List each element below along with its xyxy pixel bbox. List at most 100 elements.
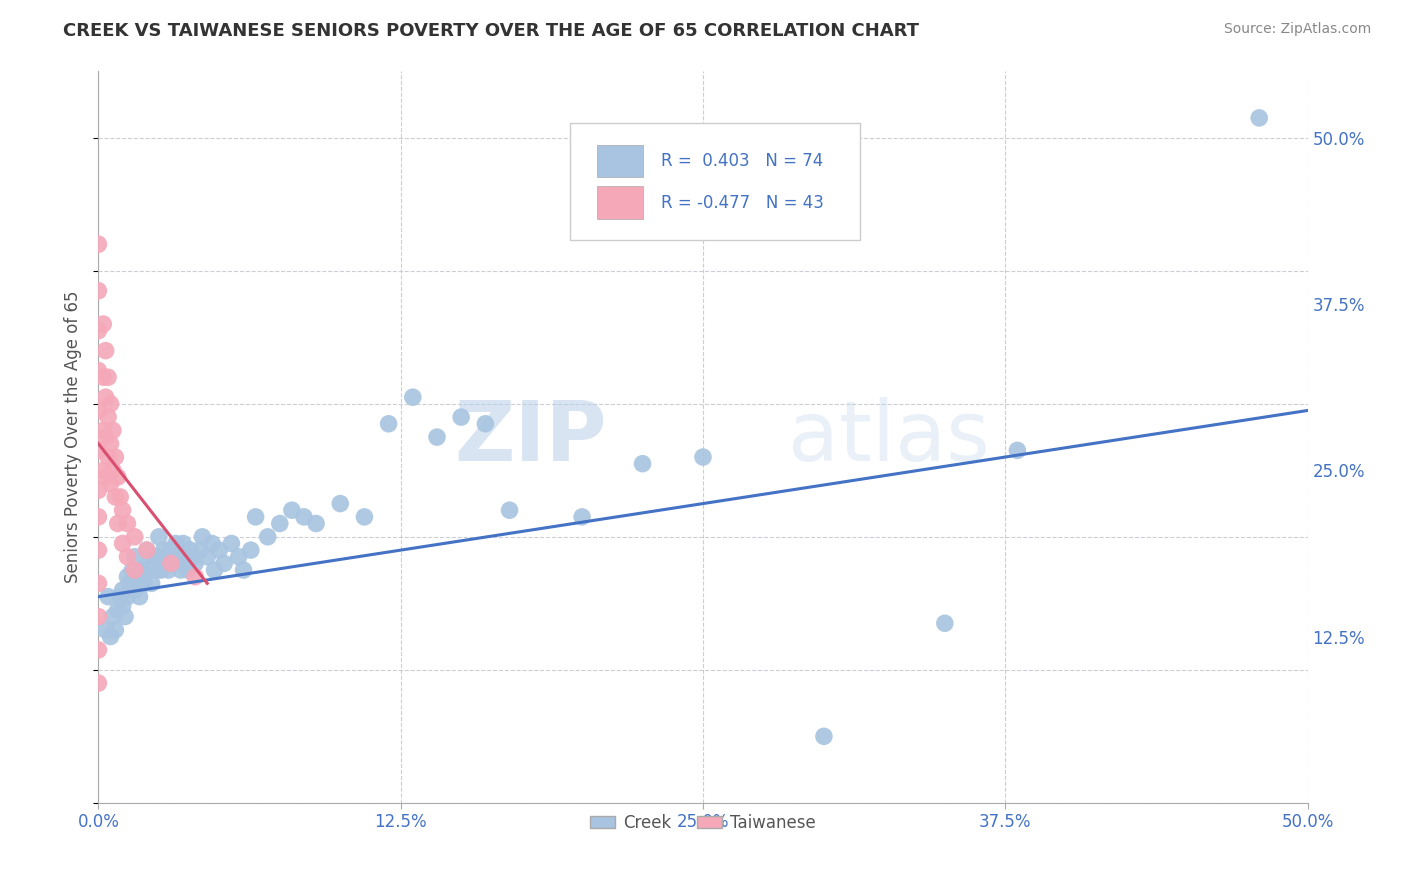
Point	[114, 609, 136, 624]
Point	[181, 549, 204, 564]
Point	[165, 536, 187, 550]
Point	[94, 390, 117, 404]
Point	[127, 570, 149, 584]
Point	[148, 530, 170, 544]
Point	[160, 543, 183, 558]
Point	[426, 430, 449, 444]
Text: Source: ZipAtlas.com: Source: ZipAtlas.com	[1223, 22, 1371, 37]
Point	[87, 443, 110, 458]
Point	[228, 549, 250, 564]
Point	[1249, 111, 1271, 125]
Point	[87, 284, 110, 298]
FancyBboxPatch shape	[596, 145, 643, 178]
Point	[117, 516, 139, 531]
Text: R =  0.403   N = 74: R = 0.403 N = 74	[661, 153, 823, 170]
Point	[108, 590, 131, 604]
Point	[450, 410, 472, 425]
Point	[498, 503, 520, 517]
Point	[87, 643, 110, 657]
Point	[141, 576, 163, 591]
Point	[256, 530, 278, 544]
Point	[174, 549, 197, 564]
Point	[104, 450, 127, 464]
Point	[87, 543, 110, 558]
Point	[97, 450, 120, 464]
Point	[1007, 443, 1029, 458]
Point	[162, 557, 184, 571]
Point	[94, 470, 117, 484]
Point	[245, 509, 267, 524]
Point	[111, 582, 134, 597]
Point	[111, 503, 134, 517]
Text: R = -0.477   N = 43: R = -0.477 N = 43	[661, 194, 824, 212]
Point	[269, 516, 291, 531]
FancyBboxPatch shape	[596, 186, 643, 219]
Point	[101, 609, 124, 624]
Point	[152, 543, 174, 558]
Point	[281, 503, 304, 517]
Point	[184, 570, 207, 584]
Point	[188, 543, 211, 558]
Point	[177, 563, 200, 577]
Point	[87, 483, 110, 498]
Point	[631, 457, 654, 471]
Point	[169, 563, 191, 577]
Point	[111, 599, 134, 613]
Point	[138, 557, 160, 571]
Point	[131, 563, 153, 577]
Point	[97, 410, 120, 425]
Point	[87, 676, 110, 690]
Point	[150, 563, 173, 577]
Point	[101, 424, 124, 438]
Point	[117, 590, 139, 604]
Point	[111, 536, 134, 550]
Y-axis label: Seniors Poverty Over the Age of 65: Seniors Poverty Over the Age of 65	[65, 291, 83, 583]
Point	[571, 509, 593, 524]
Point	[292, 509, 315, 524]
Point	[94, 343, 117, 358]
Point	[87, 509, 110, 524]
Point	[94, 623, 117, 637]
Point	[117, 570, 139, 584]
Point	[191, 530, 214, 544]
Point	[145, 563, 167, 577]
Point	[94, 430, 117, 444]
Point	[305, 516, 328, 531]
Point	[208, 543, 231, 558]
Point	[195, 549, 218, 564]
Point	[124, 549, 146, 564]
Point	[184, 557, 207, 571]
Point	[155, 549, 177, 564]
Point	[160, 557, 183, 571]
Point	[124, 563, 146, 577]
Point	[91, 424, 114, 438]
Point	[108, 490, 131, 504]
Point	[100, 397, 122, 411]
Point	[148, 549, 170, 564]
Point	[121, 563, 143, 577]
Point	[101, 463, 124, 477]
Point	[239, 543, 262, 558]
Point	[87, 237, 110, 252]
Point	[329, 497, 352, 511]
Point	[104, 490, 127, 504]
Point	[87, 403, 110, 417]
Point	[692, 450, 714, 464]
Point	[353, 509, 375, 524]
Point	[474, 417, 496, 431]
Point	[143, 549, 166, 564]
Point	[134, 576, 156, 591]
Point	[97, 370, 120, 384]
Point	[172, 536, 194, 550]
Point	[377, 417, 399, 431]
Point	[232, 563, 254, 577]
Point	[107, 603, 129, 617]
Point	[118, 576, 141, 591]
Point	[934, 616, 956, 631]
Point	[135, 563, 157, 577]
Point	[124, 582, 146, 597]
Point	[124, 530, 146, 544]
Point	[402, 390, 425, 404]
Point	[87, 363, 110, 377]
Text: CREEK VS TAIWANESE SENIORS POVERTY OVER THE AGE OF 65 CORRELATION CHART: CREEK VS TAIWANESE SENIORS POVERTY OVER …	[63, 22, 920, 40]
